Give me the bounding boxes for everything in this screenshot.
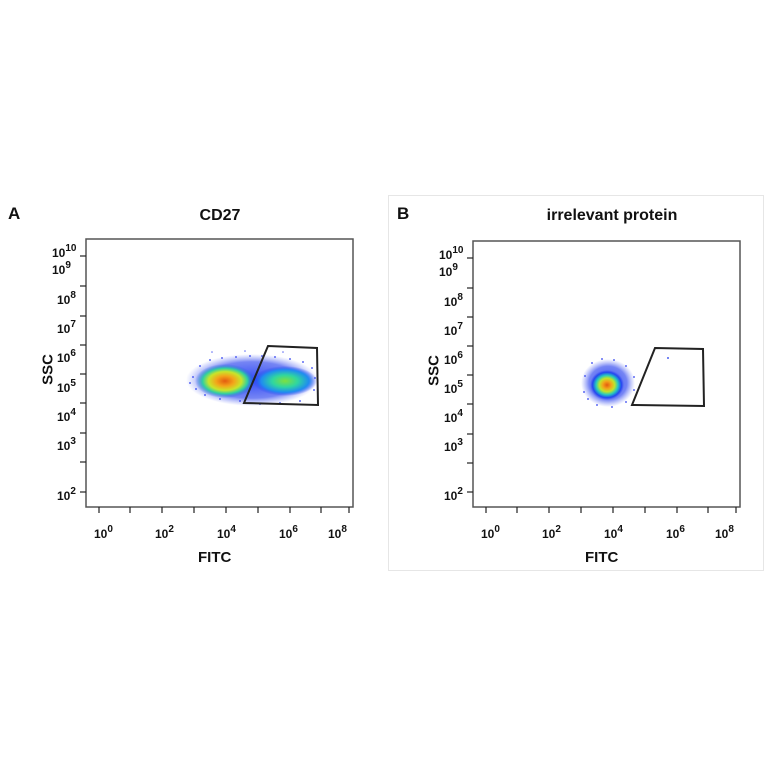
svg-text:105: 105 (444, 379, 463, 396)
panel-b-letter: B (397, 204, 410, 223)
svg-text:109: 109 (439, 262, 458, 279)
panel-b-plot: 1010 109 108 107 106 105 104 103 102 100… (439, 240, 741, 541)
svg-text:106: 106 (444, 350, 463, 367)
panel-a-title: CD27 (199, 207, 241, 224)
svg-text:1010: 1010 (52, 243, 77, 260)
panel-a-y-tick-labels: 1010 109 108 107 106 105 104 103 102 (52, 243, 77, 503)
svg-text:1010: 1010 (439, 245, 464, 262)
svg-text:102: 102 (57, 486, 76, 503)
panel-b-y-tick-labels: 1010 109 108 107 106 105 104 103 102 (439, 245, 464, 503)
panel-b-x-tick-labels: 100 102 104 106 108 (481, 524, 734, 541)
panel-b-gate (630, 346, 706, 408)
svg-text:100: 100 (94, 524, 113, 541)
panel-b-y-axis-ticks (467, 257, 473, 493)
panel-a-cell-population (186, 350, 318, 406)
svg-text:102: 102 (542, 524, 561, 541)
svg-text:108: 108 (715, 524, 734, 541)
svg-text:108: 108 (328, 524, 347, 541)
svg-text:108: 108 (444, 292, 463, 309)
svg-text:102: 102 (155, 524, 174, 541)
panel-a-x-tick-labels: 100 102 104 106 108 (94, 524, 347, 541)
panel-a-gate (242, 344, 320, 407)
panel-a-x-axis-ticks (98, 507, 350, 513)
svg-text:104: 104 (217, 524, 236, 541)
svg-text:102: 102 (444, 486, 463, 503)
panel-a-y-axis-ticks (80, 255, 86, 493)
svg-text:103: 103 (444, 437, 463, 454)
svg-text:107: 107 (57, 319, 76, 336)
svg-text:103: 103 (57, 436, 76, 453)
panel-b-x-axis-ticks (485, 507, 737, 513)
svg-text:100: 100 (481, 524, 500, 541)
panel-a-x-axis-label: FITC (198, 549, 232, 566)
panel-b-cell-population (581, 357, 669, 408)
panel-a-plot: 1010 109 108 107 106 105 104 103 102 100… (52, 238, 354, 541)
svg-text:106: 106 (666, 524, 685, 541)
svg-text:106: 106 (57, 348, 76, 365)
svg-text:107: 107 (444, 321, 463, 338)
svg-text:108: 108 (57, 290, 76, 307)
panel-b-x-axis-label: FITC (585, 549, 619, 566)
svg-text:104: 104 (444, 408, 463, 425)
svg-text:105: 105 (57, 378, 76, 395)
svg-text:104: 104 (57, 407, 76, 424)
panel-b-title: irrelevant protein (546, 207, 678, 224)
svg-text:109: 109 (52, 260, 71, 277)
panel-b-gated-event (667, 357, 669, 359)
panel-a-letter: A (8, 204, 21, 223)
svg-text:104: 104 (604, 524, 623, 541)
svg-text:106: 106 (279, 524, 298, 541)
